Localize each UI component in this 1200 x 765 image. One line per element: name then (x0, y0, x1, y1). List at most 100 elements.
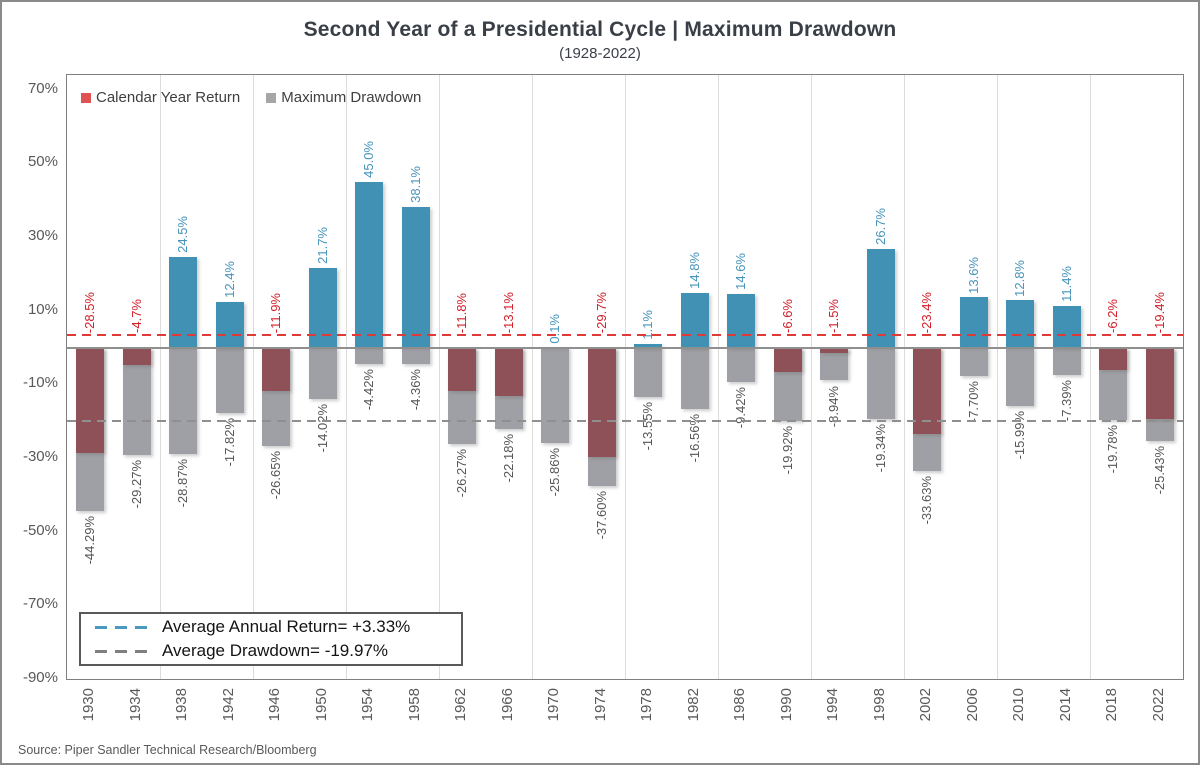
return-value-label-1990: -6.6% (779, 299, 795, 334)
y-tick--10%: -10% (22, 374, 58, 392)
return-bar-1998 (866, 249, 895, 348)
return-bar-1942 (215, 301, 244, 348)
return-bar-1974 (587, 347, 616, 457)
return-value-label-1998: 26.7% (872, 208, 888, 246)
drawdown-value-label-1970: -25.86% (547, 447, 563, 497)
drawdown-value-label-2010: -15.99% (1012, 411, 1028, 460)
chart-title: Second Year of a Presidential Cycle | Ma… (303, 18, 897, 41)
return-value-label-1934: -4.7% (128, 299, 144, 334)
return-bar-1994 (820, 347, 849, 353)
legend-drawdown-label: Maximum Drawdown (281, 89, 422, 106)
return-value-label-1994: -1.5% (826, 299, 842, 334)
return-bar-1946 (262, 347, 291, 392)
return-value-label-1958: 38.1% (407, 166, 423, 204)
return-bar-1938 (169, 257, 198, 348)
y-tick--70%: -70% (22, 595, 58, 613)
return-value-label-1974: -29.7% (593, 292, 609, 334)
return-bar-1930 (76, 347, 105, 453)
legend-item-drawdown: Maximum Drawdown (266, 89, 421, 106)
avg-drawdown-row: Average Drawdown= -19.97% (95, 641, 461, 661)
x-tick-1954: 1954 (359, 688, 377, 722)
drawdown-value-label-1938: -28.87% (175, 458, 191, 508)
return-bar-1950 (308, 267, 337, 348)
drawdown-value-label-1974: -37.60% (593, 491, 609, 540)
return-value-label-1930: -28.5% (82, 292, 98, 334)
return-bar-1962 (448, 347, 477, 391)
drawdown-value-label-1962: -26.27% (454, 449, 470, 498)
drawdown-swatch (266, 92, 277, 103)
drawdown-bar-1938 (169, 347, 198, 454)
x-tick-1998: 1998 (870, 688, 888, 722)
x-tick-2022: 2022 (1149, 688, 1167, 722)
gridline (346, 75, 347, 679)
return-value-label-1954: 45.0% (361, 140, 377, 178)
x-tick-1966: 1966 (498, 688, 516, 722)
avg-return-label: Average Annual Return= +3.33% (162, 617, 411, 636)
drawdown-value-label-2018: -19.78% (1105, 425, 1121, 474)
x-tick-2014: 2014 (1056, 688, 1074, 722)
return-bar-1954 (355, 181, 384, 348)
x-tick-1990: 1990 (777, 688, 795, 722)
average-lines-legend: Average Annual Return= +3.33% Average Dr… (79, 612, 463, 666)
return-bar-2010 (1006, 300, 1035, 348)
y-tick--90%: -90% (22, 669, 58, 686)
return-value-label-1950: 21.7% (314, 226, 330, 264)
x-tick-1978: 1978 (638, 688, 656, 722)
return-bar-1986 (727, 293, 756, 348)
x-tick-1974: 1974 (591, 688, 609, 722)
return-value-label-1942: 12.4% (221, 261, 237, 298)
drawdown-bar-1986 (727, 347, 756, 383)
x-tick-2010: 2010 (1010, 688, 1028, 722)
x-tick-1994: 1994 (824, 688, 842, 722)
return-value-label-1938: 24.5% (175, 216, 191, 254)
drawdown-bar-1958 (401, 347, 430, 364)
x-tick-1934: 1934 (126, 688, 144, 722)
x-tick-1930: 1930 (80, 688, 98, 722)
avg-return-line (67, 334, 1183, 337)
x-tick-2018: 2018 (1103, 688, 1121, 722)
return-bar-1982 (680, 293, 709, 348)
zero-axis-line (67, 346, 1183, 349)
drawdown-value-label-2002: -33.63% (919, 476, 935, 525)
drawdown-value-label-1934: -29.27% (128, 460, 144, 509)
return-value-label-1946: -11.9% (268, 293, 284, 334)
return-bar-2002 (913, 347, 942, 434)
return-value-label-2022: -19.4% (1151, 292, 1167, 334)
return-value-label-2018: -6.2% (1105, 299, 1121, 334)
return-bar-1990 (773, 347, 802, 372)
drawdown-value-label-2022: -25.43% (1151, 446, 1167, 495)
return-value-label-1970: 0.1% (547, 313, 563, 344)
y-tick-70%: 70% (27, 79, 58, 97)
drawdown-value-label-1998: -19.34% (872, 423, 888, 473)
return-bar-1934 (122, 347, 151, 365)
x-tick-1962: 1962 (452, 688, 470, 722)
return-value-label-1966: -13.1% (500, 292, 516, 334)
drawdown-value-label-2014: -7.39% (1058, 379, 1074, 421)
x-tick-1970: 1970 (545, 688, 563, 722)
return-value-label-2010: 12.8% (1012, 259, 1028, 297)
return-value-label-1982: 14.8% (686, 252, 702, 289)
drawdown-value-label-1942: -17.82% (221, 418, 237, 467)
return-value-label-1962: -11.8% (454, 293, 470, 334)
gridline (439, 75, 440, 679)
return-bar-1966 (494, 347, 523, 396)
x-tick-2002: 2002 (917, 688, 935, 722)
y-tick-30%: 30% (27, 227, 58, 244)
return-value-label-2006: 13.6% (965, 256, 981, 294)
y-tick-50%: 50% (27, 153, 58, 171)
y-tick-10%: 10% (27, 300, 58, 318)
chart-legend: Calendar Year Return Maximum Drawdown (81, 89, 421, 106)
gridline (997, 75, 998, 679)
return-swatch (81, 92, 91, 103)
return-bar-1978 (634, 343, 663, 348)
avg-drawdown-line (67, 420, 1183, 423)
drawdown-value-label-1966: -22.18% (500, 434, 516, 483)
drawdown-value-label-1990: -19.92% (779, 425, 795, 475)
drawdown-bar-1954 (355, 347, 384, 364)
drawdown-bar-1942 (215, 347, 244, 414)
drawdown-bar-2010 (1006, 347, 1035, 407)
x-tick-1946: 1946 (266, 688, 284, 722)
drawdown-value-label-1946: -26.65% (268, 450, 284, 500)
drawdown-bar-1950 (308, 347, 337, 400)
